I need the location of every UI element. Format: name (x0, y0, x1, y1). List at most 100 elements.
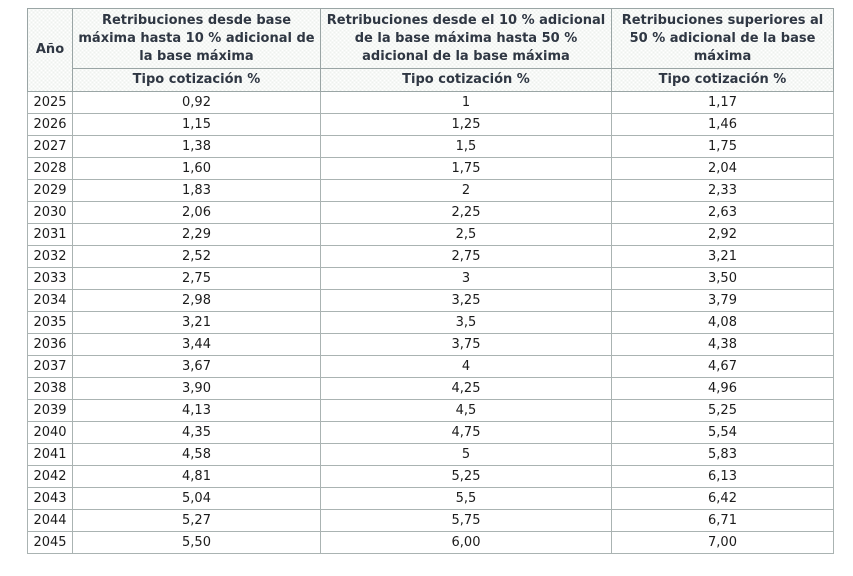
table-row: 2044 5,27 5,75 6,71 (27, 509, 834, 532)
column-header-band1: Retribuciones desde base máxima hasta 10… (72, 8, 321, 69)
rate-cell: 2,06 (72, 201, 321, 224)
year-cell: 2028 (27, 157, 73, 180)
subheader-band1: Tipo cotización % (72, 68, 321, 92)
header-row-sub: Tipo cotización % Tipo cotización % Tipo… (28, 68, 834, 92)
table-row: 2025 0,92 1 1,17 (27, 91, 834, 114)
rate-cell: 1,25 (320, 113, 612, 136)
table-row: 2027 1,38 1,5 1,75 (27, 135, 834, 158)
rate-cell: 2,63 (611, 201, 834, 224)
rate-cell: 6,42 (611, 487, 834, 510)
table-row: 2041 4,58 5 5,83 (27, 443, 834, 466)
subheader-band2: Tipo cotización % (320, 68, 612, 92)
rate-cell: 1,60 (72, 157, 321, 180)
rate-cell: 2,25 (320, 201, 612, 224)
rate-cell: 2,75 (72, 267, 321, 290)
rate-cell: 5,25 (320, 465, 612, 488)
rate-cell: 1,38 (72, 135, 321, 158)
rate-cell: 5,83 (611, 443, 834, 466)
table-row: 2039 4,13 4,5 5,25 (27, 399, 834, 422)
rate-cell: 4,08 (611, 311, 834, 334)
rate-cell: 1,5 (320, 135, 612, 158)
rate-cell: 5,04 (72, 487, 321, 510)
year-cell: 2039 (27, 399, 73, 422)
year-cell: 2034 (27, 289, 73, 312)
table-row: 2036 3,44 3,75 4,38 (27, 333, 834, 356)
rate-cell: 4,5 (320, 399, 612, 422)
rate-cell: 1,15 (72, 113, 321, 136)
rate-cell: 4,96 (611, 377, 834, 400)
table-row: 2029 1,83 2 2,33 (27, 179, 834, 202)
year-cell: 2045 (27, 531, 73, 554)
rate-cell: 5,75 (320, 509, 612, 532)
rate-cell: 3,25 (320, 289, 612, 312)
year-cell: 2030 (27, 201, 73, 224)
rate-cell: 7,00 (611, 531, 834, 554)
table-row: 2033 2,75 3 3,50 (27, 267, 834, 290)
column-header-band3: Retribuciones superiores al 50 % adicion… (611, 8, 834, 69)
rate-cell: 3,90 (72, 377, 321, 400)
table-header: Año Retribuciones desde base máxima hast… (27, 8, 834, 92)
year-cell: 2031 (27, 223, 73, 246)
table-row: 2034 2,98 3,25 3,79 (27, 289, 834, 312)
rate-cell: 1 (320, 91, 612, 114)
rate-cell: 2,04 (611, 157, 834, 180)
rate-cell: 6,71 (611, 509, 834, 532)
table-body: 2025 0,92 1 1,17 2026 1,15 1,25 1,46 2027 1,38 1,5… (27, 91, 834, 554)
rate-cell: 1,75 (611, 135, 834, 158)
year-cell: 2033 (27, 267, 73, 290)
year-cell: 2042 (27, 465, 73, 488)
year-cell: 2029 (27, 179, 73, 202)
rate-cell: 4,13 (72, 399, 321, 422)
rate-cell: 2,75 (320, 245, 612, 268)
rate-cell: 3,79 (611, 289, 834, 312)
rate-cell: 2,98 (72, 289, 321, 312)
year-cell: 2027 (27, 135, 73, 158)
rate-cell: 4,75 (320, 421, 612, 444)
rate-cell: 3,5 (320, 311, 612, 334)
rate-cell: 2 (320, 179, 612, 202)
table-row: 2042 4,81 5,25 6,13 (27, 465, 834, 488)
rate-cell: 1,83 (72, 179, 321, 202)
rate-cell: 4,58 (72, 443, 321, 466)
rate-cell: 2,5 (320, 223, 612, 246)
rate-cell: 5,5 (320, 487, 612, 510)
rate-cell: 4,67 (611, 355, 834, 378)
rate-cell: 4,35 (72, 421, 321, 444)
table-row: 2035 3,21 3,5 4,08 (27, 311, 834, 334)
rate-cell: 5,25 (611, 399, 834, 422)
table-row: 2045 5,50 6,00 7,00 (27, 531, 834, 554)
header-row-main: Año Retribuciones desde base máxima hast… (27, 8, 834, 92)
rate-cell: 2,52 (72, 245, 321, 268)
table-row: 2038 3,90 4,25 4,96 (27, 377, 834, 400)
table-row: 2040 4,35 4,75 5,54 (27, 421, 834, 444)
year-cell: 2041 (27, 443, 73, 466)
rate-cell: 3 (320, 267, 612, 290)
rate-cell: 3,21 (611, 245, 834, 268)
rate-cell: 5 (320, 443, 612, 466)
rate-cell: 2,92 (611, 223, 834, 246)
rate-cell: 2,29 (72, 223, 321, 246)
year-cell: 2037 (27, 355, 73, 378)
rate-cell: 6,13 (611, 465, 834, 488)
rate-cell: 5,27 (72, 509, 321, 532)
column-header-year: Año (27, 8, 73, 92)
rate-cell: 2,33 (611, 179, 834, 202)
rate-cell: 3,67 (72, 355, 321, 378)
rate-cell: 4,38 (611, 333, 834, 356)
rate-cell: 4,25 (320, 377, 612, 400)
rate-cell: 1,46 (611, 113, 834, 136)
rate-cell: 5,54 (611, 421, 834, 444)
column-header-band2: Retribuciones desde el 10 % adicional de… (320, 8, 612, 69)
year-cell: 2036 (27, 333, 73, 356)
table-row: 2043 5,04 5,5 6,42 (27, 487, 834, 510)
table-row: 2028 1,60 1,75 2,04 (27, 157, 834, 180)
rate-cell: 3,50 (611, 267, 834, 290)
rate-cell: 3,75 (320, 333, 612, 356)
subheader-band3: Tipo cotización % (611, 68, 834, 92)
year-cell: 2038 (27, 377, 73, 400)
rate-cell: 1,75 (320, 157, 612, 180)
rate-cell: 6,00 (320, 531, 612, 554)
table-row: 2031 2,29 2,5 2,92 (27, 223, 834, 246)
table-row: 2037 3,67 4 4,67 (27, 355, 834, 378)
rate-cell: 5,50 (72, 531, 321, 554)
